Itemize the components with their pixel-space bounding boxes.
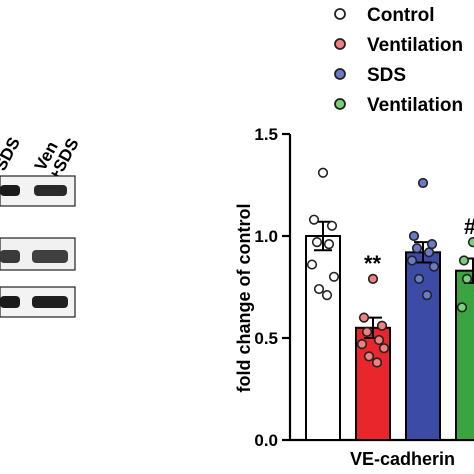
legend-marker — [334, 8, 346, 20]
bar-group — [405, 177, 441, 441]
blot-lane-label-ven: Ven +SDS — [30, 127, 83, 184]
data-point — [461, 273, 473, 284]
data-point — [313, 283, 325, 295]
data-point — [406, 255, 418, 266]
blot-row-1 — [0, 175, 76, 207]
blot-band — [34, 185, 67, 196]
legend-label: Control — [367, 5, 435, 26]
data-point — [328, 271, 340, 282]
significance-marker: ** — [364, 251, 382, 276]
y-axis-title: fold change of control — [234, 204, 254, 393]
data-point — [421, 290, 433, 301]
y-tick-label: 0.0 — [254, 431, 278, 450]
blot-band — [32, 296, 68, 308]
bar — [455, 269, 474, 441]
data-point — [367, 273, 379, 284]
y-tick-label: 1.0 — [254, 227, 278, 246]
data-point — [311, 237, 323, 248]
data-point — [358, 312, 370, 323]
data-point — [321, 290, 333, 301]
data-point — [361, 326, 373, 337]
data-point — [356, 339, 368, 350]
data-point — [373, 334, 385, 346]
legend-label: SDS — [367, 65, 406, 86]
bar-group — [305, 167, 341, 441]
blot-band — [0, 296, 20, 308]
legend: Control Ventilation SDS Ventilation — [334, 5, 463, 116]
blot-row-2 — [0, 237, 76, 271]
data-point — [458, 255, 470, 266]
data-point — [428, 261, 440, 272]
data-point — [308, 214, 320, 225]
data-point — [423, 247, 435, 258]
data-point — [467, 237, 474, 248]
data-point — [317, 167, 329, 178]
data-point — [378, 343, 390, 354]
legend-label: Ventilation — [367, 95, 463, 116]
bar-group: ** — [355, 251, 391, 441]
blot-band — [0, 185, 20, 196]
data-point — [413, 273, 425, 284]
data-point — [426, 239, 438, 250]
data-point — [363, 351, 375, 362]
bar-chart: fold change of control 0.00.51.01.5 **# … — [234, 125, 474, 469]
data-point — [306, 259, 318, 270]
legend-marker — [334, 38, 346, 50]
bar-group: # — [455, 214, 474, 441]
data-point — [411, 243, 423, 254]
data-point — [417, 177, 429, 189]
significance-marker: # — [464, 214, 474, 239]
blot-row-3 — [0, 286, 76, 318]
legend-marker — [334, 68, 346, 80]
blot-lane-label-sds: SDS — [0, 134, 24, 174]
legend-marker — [334, 98, 346, 110]
data-point — [326, 220, 338, 231]
western-blot-panel: SDS Ven +SDS — [0, 127, 83, 318]
data-point — [376, 320, 388, 331]
axes: 0.0 0.5 1.0 1.5 — [254, 125, 474, 450]
y-tick-label: 0.5 — [254, 329, 278, 348]
bar — [305, 235, 341, 441]
x-axis-category-label: VE-cadherin — [350, 449, 455, 469]
bars: ** # — [305, 167, 474, 441]
data-point — [323, 239, 335, 250]
data-point — [456, 302, 468, 313]
y-tick-label: 1.5 — [254, 125, 278, 144]
blot-band — [0, 250, 20, 263]
blot-band — [32, 250, 68, 263]
data-point — [408, 230, 420, 242]
data-point — [371, 357, 383, 368]
legend-label: Ventilation — [367, 35, 463, 56]
